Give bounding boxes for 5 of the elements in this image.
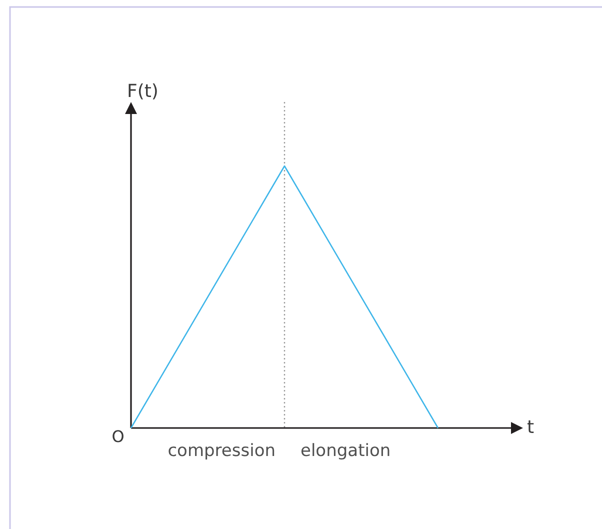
- text: elongation: [300, 441, 391, 461]
- text: compression: [168, 441, 276, 461]
- x-axis-title: t: [527, 417, 534, 438]
- y-axis-title: F(t): [127, 81, 158, 102]
- annotation: O: [112, 427, 124, 446]
